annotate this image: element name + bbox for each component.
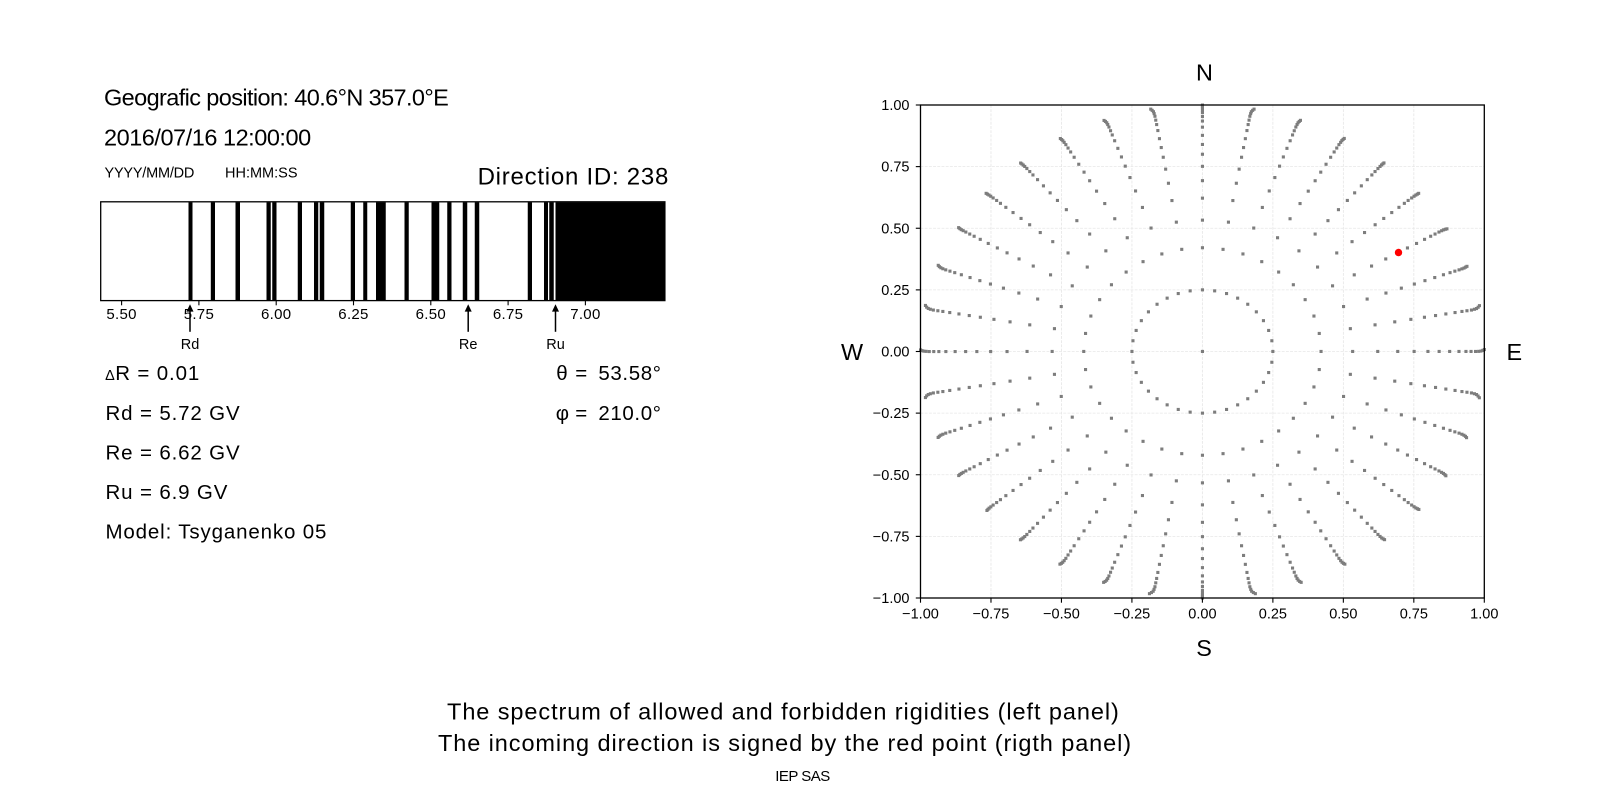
svg-text:Direction ID: 238: Direction ID: 238 <box>478 164 669 191</box>
svg-text:Re = 6.62 GV: Re = 6.62 GV <box>106 441 241 464</box>
svg-text:0.00: 0.00 <box>881 345 909 361</box>
svg-text:6.75: 6.75 <box>493 306 523 323</box>
svg-text:6.25: 6.25 <box>338 306 368 323</box>
svg-text:0.50: 0.50 <box>1329 607 1357 623</box>
svg-text:−0.75: −0.75 <box>873 529 910 545</box>
svg-text:θ=53.58°: θ = 53.58° <box>556 362 661 385</box>
svg-text:Geografic position: 40.6°N 357: Geografic position: 40.6°N 357.0°E <box>104 85 448 111</box>
svg-text:W: W <box>841 339 863 365</box>
svg-text:Rd = 5.72 GV: Rd = 5.72 GV <box>106 402 241 425</box>
svg-text:Model: Tsyganenko 05: Model: Tsyganenko 05 <box>106 521 328 544</box>
svg-text:Rd: Rd <box>181 337 200 353</box>
svg-text:S: S <box>1196 635 1212 661</box>
svg-text:2016/07/16 12:00:00: 2016/07/16 12:00:00 <box>104 125 311 151</box>
svg-text:Ru = 6.9 GV: Ru = 6.9 GV <box>106 481 229 504</box>
svg-text:Re: Re <box>459 337 478 353</box>
svg-text:−0.50: −0.50 <box>873 468 910 484</box>
svg-text:0.25: 0.25 <box>1259 607 1287 623</box>
svg-text:1.00: 1.00 <box>881 98 909 114</box>
svg-text:φ=210.0°: φ = 210.0° <box>556 402 662 425</box>
svg-text:IEP SAS: IEP SAS <box>775 768 830 785</box>
svg-text:YYYY/MM/DD: YYYY/MM/DD <box>105 166 195 182</box>
svg-text:1.00: 1.00 <box>1470 607 1498 623</box>
svg-text:The spectrum of allowed and fo: The spectrum of allowed and forbidden ri… <box>447 698 1120 724</box>
svg-text:0.50: 0.50 <box>881 221 909 237</box>
svg-text:Ru: Ru <box>546 337 565 353</box>
svg-text:6.00: 6.00 <box>261 306 291 323</box>
svg-text:0.25: 0.25 <box>881 283 909 299</box>
svg-text:−0.25: −0.25 <box>873 406 910 422</box>
svg-text:−1.00: −1.00 <box>902 607 939 623</box>
svg-text:0.00: 0.00 <box>1188 607 1216 623</box>
svg-text:−0.50: −0.50 <box>1043 607 1080 623</box>
svg-text:−0.75: −0.75 <box>973 607 1010 623</box>
svg-text:−0.25: −0.25 <box>1114 607 1151 623</box>
svg-text:6.50: 6.50 <box>416 306 446 323</box>
svg-text:0.75: 0.75 <box>881 160 909 176</box>
svg-text:N: N <box>1196 59 1213 85</box>
svg-text:5.50: 5.50 <box>106 306 136 323</box>
svg-text:7.00: 7.00 <box>570 306 600 323</box>
svg-text:E: E <box>1506 339 1522 365</box>
svg-text:∆R = 0.01: ∆R = 0.01 <box>106 362 201 385</box>
svg-text:0.75: 0.75 <box>1400 607 1428 623</box>
svg-text:−1.00: −1.00 <box>873 591 910 607</box>
svg-text:HH:MM:SS: HH:MM:SS <box>225 166 298 182</box>
svg-text:The incoming direction is sign: The incoming direction is signed by the … <box>438 730 1132 756</box>
